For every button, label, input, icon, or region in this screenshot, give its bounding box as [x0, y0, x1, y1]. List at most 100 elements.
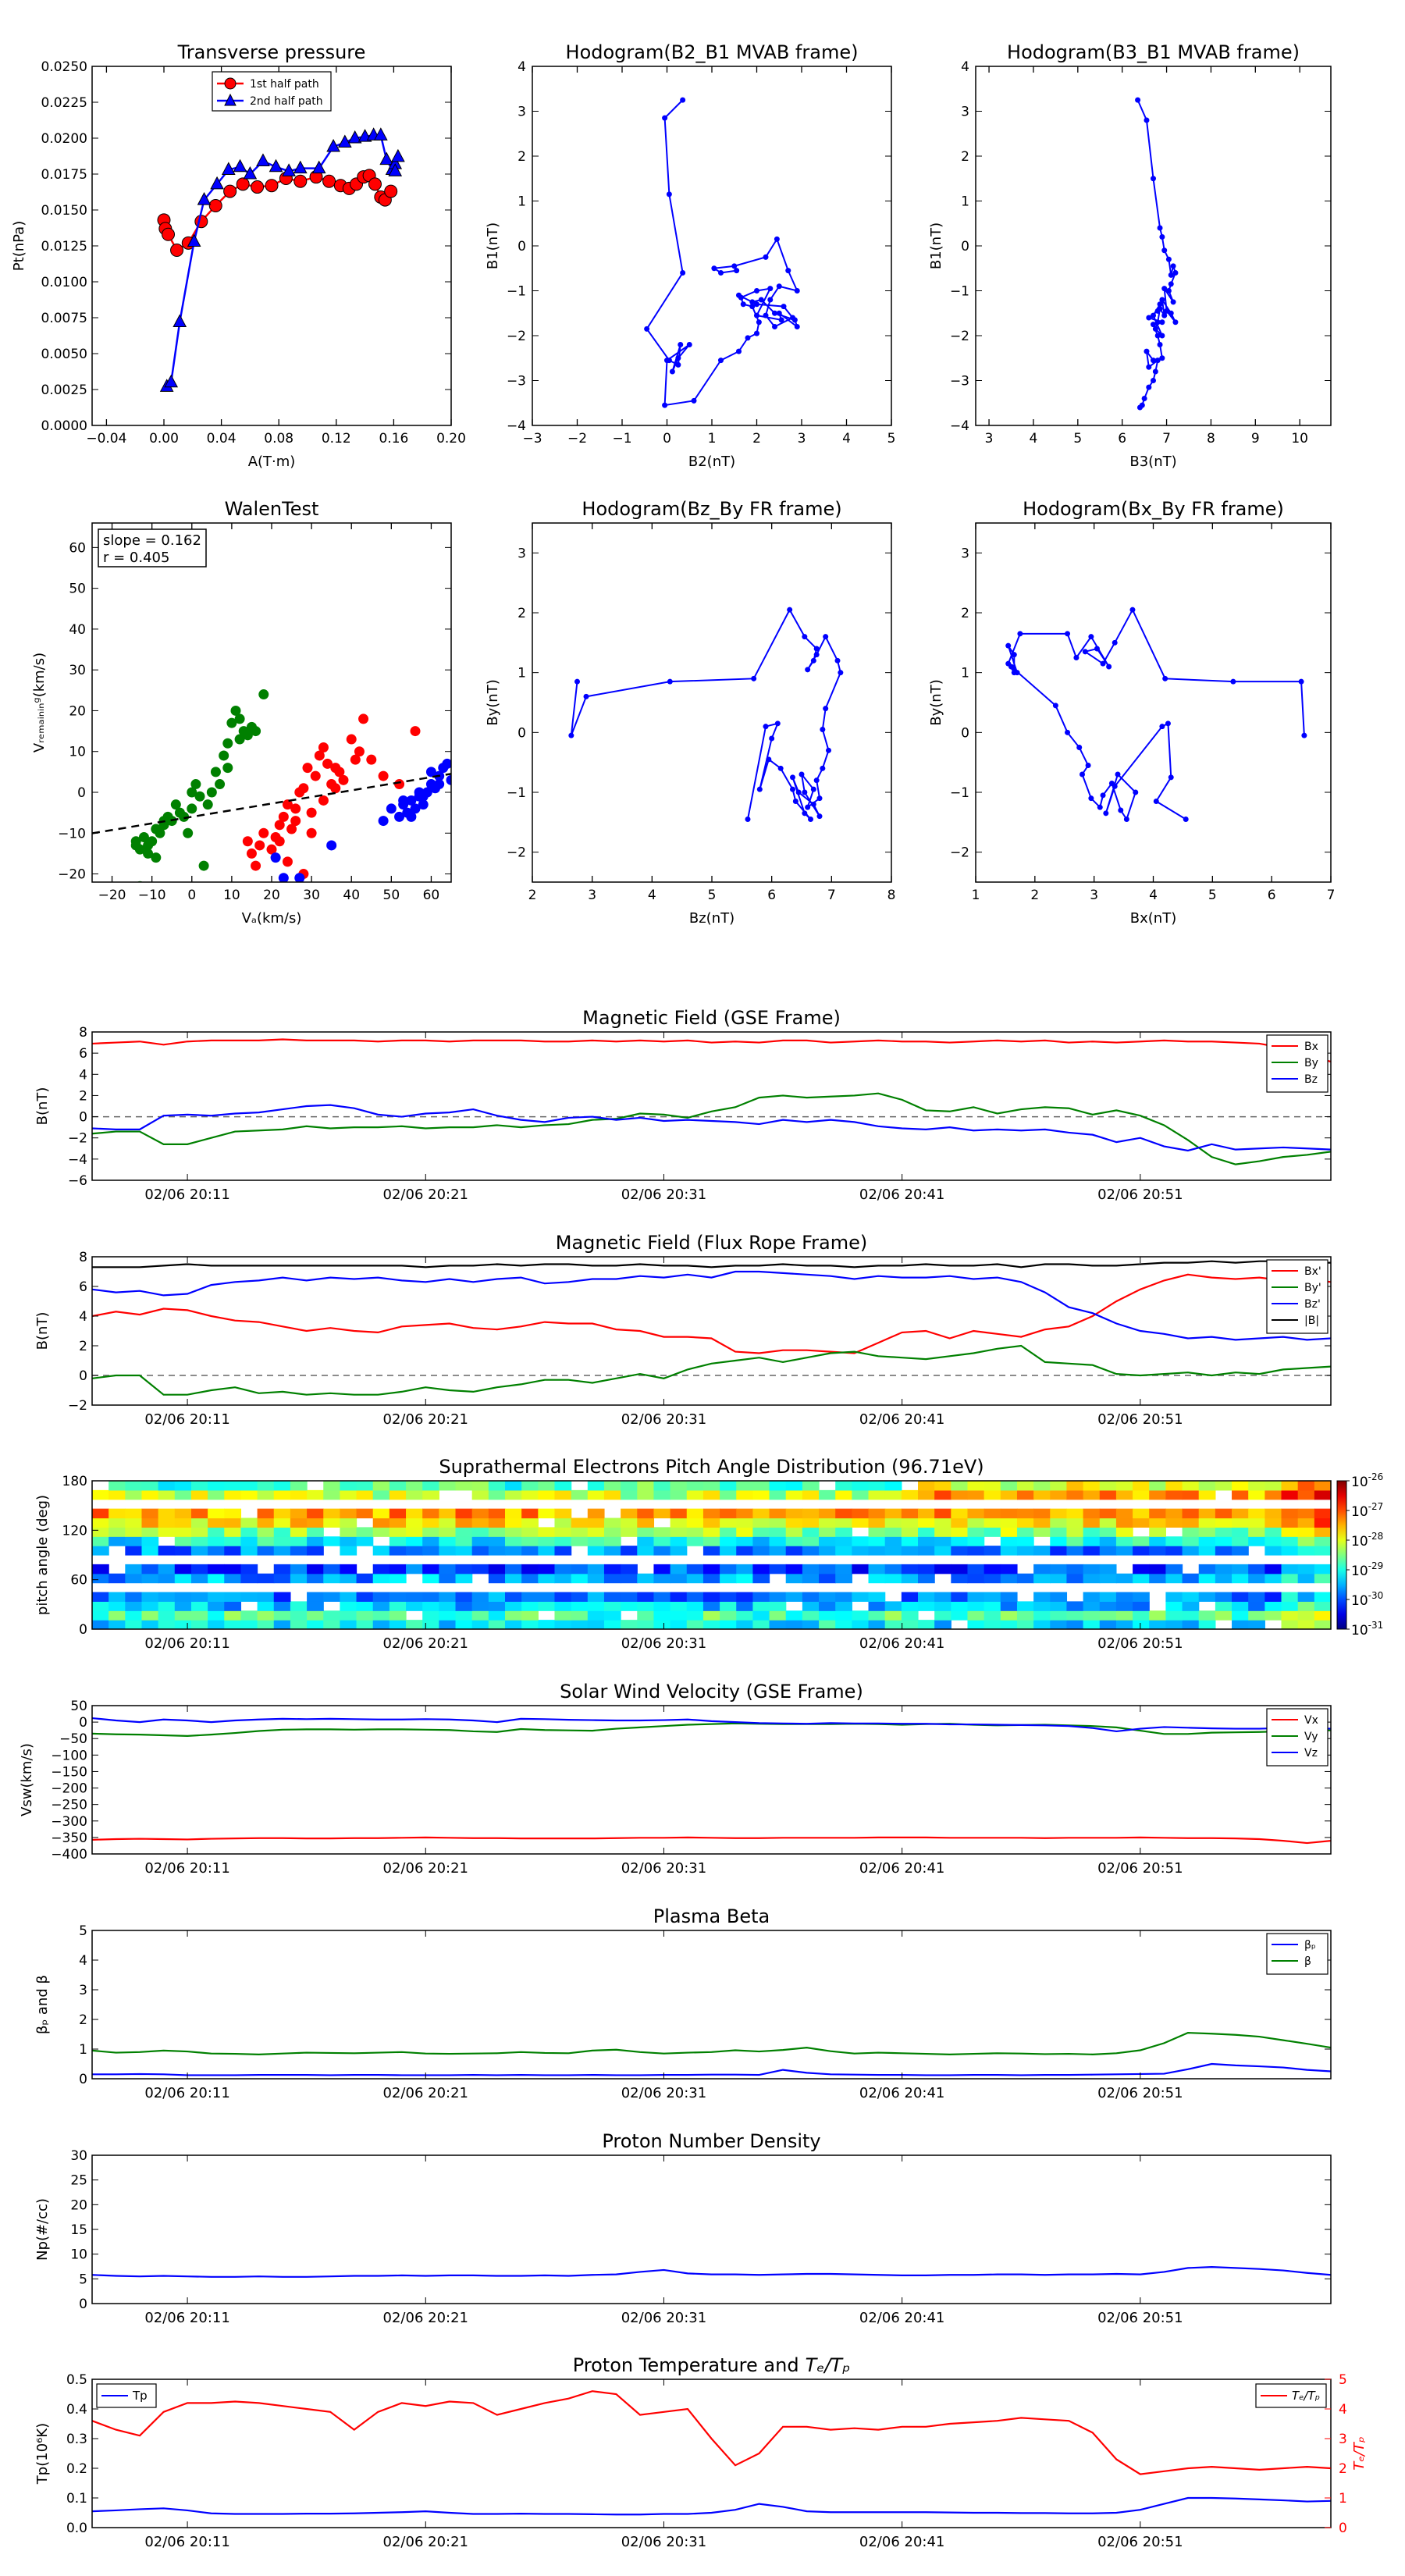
x-tick-label: 1	[708, 431, 717, 447]
heatmap-cell	[1297, 1546, 1315, 1556]
y-tick-label: −6	[68, 1173, 87, 1189]
heatmap-cell	[372, 1610, 390, 1621]
heatmap-cell	[967, 1481, 985, 1491]
data-point	[1157, 301, 1163, 308]
data-point	[1073, 655, 1080, 660]
heatmap-cell	[190, 1573, 208, 1584]
y-tick-label: 0.1	[66, 2491, 87, 2507]
heatmap-cell	[1099, 1489, 1117, 1500]
chart-h21: Hodogram(B2_B1 MVAB frame)−3 −2 −1 0 1 2 3 4 5−4…	[485, 41, 895, 470]
heatmap-cell	[686, 1517, 704, 1528]
heatmap-cell	[752, 1508, 770, 1519]
heatmap-cell	[736, 1592, 753, 1602]
heatmap-cell	[273, 1489, 291, 1500]
heatmap-cell	[670, 1517, 688, 1528]
y-axis-label: B(nT)	[34, 1087, 51, 1126]
heatmap-cell	[752, 1546, 770, 1556]
x-axis-label: Bz(nT)	[689, 910, 735, 927]
heatmap-cell	[736, 1489, 753, 1500]
chart-h31: Hodogram(B3_B1 MVAB frame)3 4 5 6 7 8 9 10−4−3−…	[928, 41, 1332, 470]
data-point	[410, 803, 421, 814]
heatmap-cell	[554, 1610, 572, 1621]
heatmap-cell	[92, 1508, 109, 1519]
heatmap-cell	[670, 1489, 688, 1500]
x-tick-label: 2	[752, 431, 761, 447]
series-line-2	[92, 1092, 1331, 1165]
heatmap-cell	[340, 1620, 357, 1629]
data-point	[734, 268, 740, 274]
legend-label: Tp	[132, 2389, 148, 2403]
data-point	[282, 856, 293, 867]
heatmap-cell	[1264, 1527, 1282, 1537]
y-tick-label: 4	[961, 59, 969, 75]
heatmap-cell	[307, 1527, 324, 1537]
heatmap-cell	[471, 1508, 489, 1519]
heatmap-cell	[356, 1592, 374, 1602]
heatmap-cell	[1165, 1517, 1183, 1528]
heatmap-cell	[603, 1564, 621, 1574]
heatmap-cell	[670, 1610, 688, 1621]
data-point	[1170, 299, 1176, 305]
series-line-1	[92, 2496, 1331, 2516]
data-point	[1159, 234, 1165, 240]
legend-label: Bz	[1304, 1073, 1318, 1086]
heatmap-cell	[554, 1536, 572, 1546]
heatmap-cell	[340, 1546, 357, 1556]
heatmap-cell	[1099, 1536, 1117, 1546]
chart-title: Proton Number Density	[602, 2130, 820, 2152]
heatmap-cell	[621, 1592, 638, 1602]
heatmap-cell	[257, 1517, 275, 1528]
heatmap-cell	[1033, 1573, 1051, 1584]
heatmap-cell	[125, 1536, 143, 1546]
heatmap-cell	[108, 1517, 126, 1528]
heatmap-cell	[356, 1620, 374, 1629]
heatmap-cell	[174, 1592, 192, 1602]
heatmap-cell	[1149, 1536, 1166, 1546]
heatmap-cell	[389, 1508, 407, 1519]
data-point	[1159, 297, 1165, 303]
y-tick-label: 1	[79, 2042, 87, 2058]
data-point	[338, 134, 352, 148]
data-point	[834, 657, 841, 664]
heatmap-cell	[1066, 1564, 1084, 1574]
x-tick-label: 0.00	[149, 431, 179, 447]
x-tick-label: 02/06 20:21	[383, 1411, 468, 1428]
heatmap-cell	[323, 1610, 340, 1621]
y-tick-label: 1	[518, 194, 526, 210]
heatmap-cell	[637, 1481, 655, 1491]
y-tick-label: 25	[70, 2173, 87, 2189]
legend-label: Vx	[1304, 1714, 1318, 1727]
hodogram-line	[646, 99, 799, 407]
data-point	[251, 860, 261, 871]
heatmap-cell	[802, 1517, 820, 1528]
heatmap-cell	[884, 1517, 902, 1528]
plot-area	[92, 1260, 1331, 1396]
heatmap-cell	[92, 1592, 109, 1602]
heatmap-cell	[1232, 1564, 1249, 1574]
heatmap-cell	[240, 1620, 258, 1629]
heatmap-cell	[1066, 1546, 1084, 1556]
heatmap-cell	[1281, 1573, 1299, 1584]
heatmap-cell	[1264, 1508, 1282, 1519]
heatmap-cell	[686, 1601, 704, 1611]
heatmap-cell	[621, 1620, 638, 1629]
data-point	[414, 787, 425, 798]
heatmap-cell	[587, 1610, 605, 1621]
heatmap-cell	[307, 1508, 324, 1519]
heatmap-cell	[1050, 1592, 1068, 1602]
heatmap-cell	[389, 1610, 407, 1621]
heatmap-cell	[901, 1601, 919, 1611]
data-point	[691, 397, 697, 404]
heatmap-cell	[637, 1508, 655, 1519]
data-point	[1017, 631, 1023, 637]
heatmap-cell	[951, 1601, 969, 1611]
x-tick-label: 02/06 20:31	[621, 1187, 706, 1203]
heatmap-cell	[273, 1573, 291, 1584]
heatmap-cell	[1198, 1527, 1216, 1537]
heatmap-cell	[141, 1536, 159, 1546]
heatmap-cell	[422, 1508, 439, 1519]
y-tick-label: 0	[961, 725, 969, 741]
heatmap-cell	[389, 1620, 407, 1629]
heatmap-cell	[224, 1527, 242, 1537]
x-tick-label: 02/06 20:21	[383, 1187, 468, 1203]
